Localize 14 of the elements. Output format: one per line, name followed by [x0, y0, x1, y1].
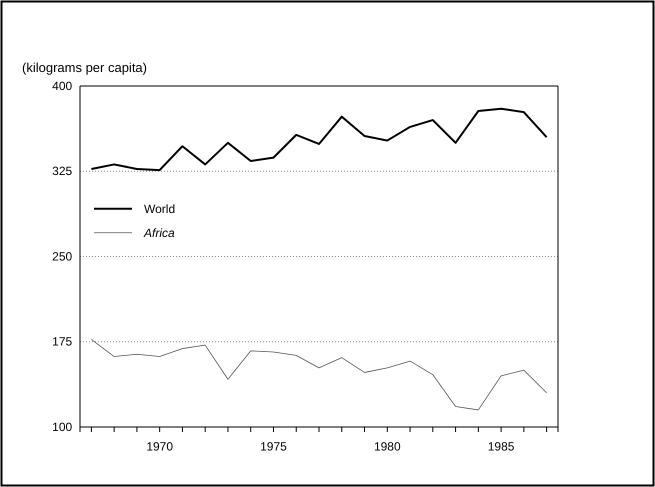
line-series [90, 339, 548, 410]
x-tick-label: 1970 [146, 440, 174, 454]
legend-label: Africa [143, 226, 175, 240]
x-tick-label: 1985 [488, 440, 515, 454]
y-tick-label: 175 [52, 334, 73, 349]
y-axis-title: (kilograms per capita) [22, 60, 147, 75]
line-series [90, 108, 548, 172]
x-tick-label: 1980 [374, 440, 401, 454]
y-tick-label: 250 [52, 249, 73, 264]
y-tick-label: 400 [52, 78, 73, 93]
x-tick-label: 1975 [260, 440, 288, 454]
legend-label: World [144, 202, 176, 216]
y-tick-label: 325 [52, 164, 73, 178]
y-tick-label: 100 [52, 420, 73, 434]
